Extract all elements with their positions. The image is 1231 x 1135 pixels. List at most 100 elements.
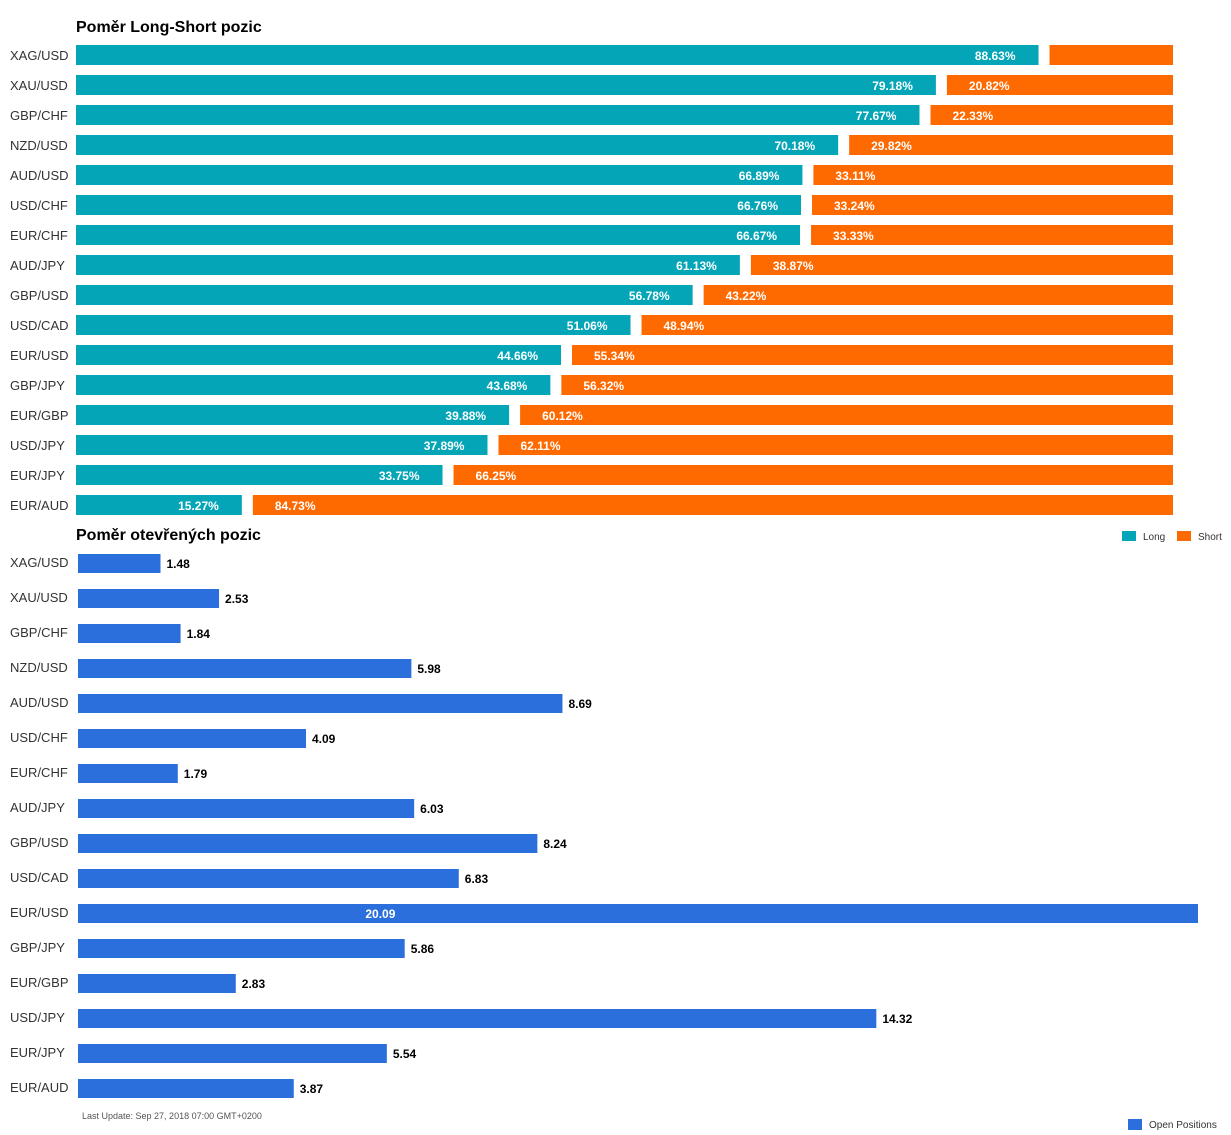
open-positions-label-xag-usd: 1.48 — [167, 557, 191, 571]
short-label-eur-gbp: 60.12% — [542, 409, 583, 423]
op-category-label-aud-jpy: AUD/JPY — [10, 800, 65, 815]
ls-category-label-aud-usd: AUD/USD — [10, 168, 69, 183]
open-positions-bar-eur-usd — [78, 904, 1198, 923]
long-short-chart-title: Poměr Long-Short pozic — [76, 19, 262, 36]
open-positions-bar-usd-cad — [78, 869, 459, 888]
ls-category-label-eur-chf: EUR/CHF — [10, 228, 68, 243]
short-label-eur-aud: 84.73% — [275, 499, 316, 513]
short-bar-gbp-jpy — [561, 375, 1173, 395]
long-bar-aud-jpy — [76, 255, 740, 275]
ls-category-label-aud-jpy: AUD/JPY — [10, 258, 65, 273]
open-positions-label-usd-jpy: 14.32 — [882, 1012, 912, 1026]
short-label-eur-usd: 55.34% — [594, 349, 635, 363]
short-bar-usd-cad — [641, 315, 1173, 335]
long-bar-aud-usd — [76, 165, 803, 185]
open-positions-label-nzd-usd: 5.98 — [417, 662, 441, 676]
short-label-aud-jpy: 38.87% — [773, 259, 814, 273]
short-label-eur-chf: 33.33% — [833, 229, 874, 243]
long-label-eur-aud: 15.27% — [178, 499, 219, 513]
short-bar-eur-gbp — [520, 405, 1173, 425]
long-bar-eur-gbp — [76, 405, 510, 425]
long-label-aud-jpy: 61.13% — [676, 259, 717, 273]
op-category-label-gbp-chf: GBP/CHF — [10, 625, 68, 640]
long-bar-usd-cad — [76, 315, 631, 335]
op-category-label-xag-usd: XAG/USD — [10, 555, 69, 570]
open-positions-bar-nzd-usd — [78, 659, 412, 678]
short-label-aud-usd: 33.11% — [835, 169, 875, 183]
long-bar-eur-jpy — [76, 465, 443, 485]
long-label-usd-jpy: 37.89% — [424, 439, 465, 453]
long-label-eur-gbp: 39.88% — [445, 409, 486, 423]
ls-category-label-gbp-chf: GBP/CHF — [10, 108, 68, 123]
long-bar-gbp-jpy — [76, 375, 551, 395]
open-positions-bar-aud-jpy — [78, 799, 415, 818]
long-label-eur-chf: 66.67% — [736, 229, 777, 243]
ls-category-label-nzd-usd: NZD/USD — [10, 138, 68, 153]
long-short-legend: Long Short — [1122, 531, 1222, 543]
long-label-gbp-jpy: 43.68% — [487, 379, 528, 393]
ls-category-label-eur-gbp: EUR/GBP — [10, 408, 69, 423]
long-label-gbp-usd: 56.78% — [629, 289, 670, 303]
ls-category-label-gbp-usd: GBP/USD — [10, 288, 69, 303]
open-positions-label-eur-jpy: 5.54 — [393, 1047, 417, 1061]
long-label-xau-usd: 79.18% — [872, 79, 913, 93]
open-positions-legend: Open Positions — [1128, 1119, 1217, 1131]
open-positions-label-eur-gbp: 2.83 — [242, 977, 266, 991]
open-positions-label-aud-usd: 8.69 — [568, 697, 592, 711]
open-positions-bar-gbp-chf — [78, 624, 181, 643]
open-positions-label-xau-usd: 2.53 — [225, 592, 249, 606]
long-label-gbp-chf: 77.67% — [856, 109, 897, 123]
legend-short-swatch — [1177, 531, 1191, 541]
long-bar-xau-usd — [76, 75, 936, 95]
legend-short-label: Short — [1198, 532, 1222, 543]
op-category-label-eur-aud: EUR/AUD — [10, 1080, 69, 1095]
long-label-usd-chf: 66.76% — [737, 199, 778, 213]
legend-open-positions-swatch — [1128, 1119, 1142, 1130]
short-label-gbp-jpy: 56.32% — [583, 379, 624, 393]
short-bar-nzd-usd — [849, 135, 1173, 155]
op-category-label-usd-chf: USD/CHF — [10, 730, 68, 745]
short-label-gbp-chf: 22.33% — [952, 109, 993, 123]
short-label-usd-chf: 33.24% — [834, 199, 875, 213]
short-label-usd-jpy: 62.11% — [520, 439, 560, 453]
long-label-nzd-usd: 70.18% — [774, 139, 815, 153]
op-category-label-eur-gbp: EUR/GBP — [10, 975, 69, 990]
short-bar-eur-jpy — [453, 465, 1173, 485]
long-bar-eur-usd — [76, 345, 562, 365]
op-category-label-gbp-jpy: GBP/JPY — [10, 940, 65, 955]
op-category-label-usd-jpy: USD/JPY — [10, 1010, 65, 1025]
long-bar-nzd-usd — [76, 135, 839, 155]
open-positions-chart-title: Poměr otevřených pozic — [76, 527, 261, 544]
ls-category-label-eur-aud: EUR/AUD — [10, 498, 69, 513]
op-category-label-eur-jpy: EUR/JPY — [10, 1045, 65, 1060]
ls-category-label-xag-usd: XAG/USD — [10, 48, 69, 63]
open-positions-label-eur-aud: 3.87 — [300, 1082, 324, 1096]
long-bar-gbp-usd — [76, 285, 693, 305]
long-label-eur-usd: 44.66% — [497, 349, 538, 363]
long-label-eur-jpy: 33.75% — [379, 469, 420, 483]
open-positions-bar-eur-aud — [78, 1079, 294, 1098]
legend-long-label: Long — [1143, 532, 1165, 543]
long-label-xag-usd: 88.63% — [975, 49, 1016, 63]
open-positions-label-eur-usd: 20.09 — [365, 907, 395, 921]
op-category-label-usd-cad: USD/CAD — [10, 870, 69, 885]
open-positions-bar-eur-gbp — [78, 974, 236, 993]
legend-long-swatch — [1122, 531, 1136, 541]
ls-category-label-gbp-jpy: GBP/JPY — [10, 378, 65, 393]
ls-category-label-xau-usd: XAU/USD — [10, 78, 68, 93]
last-update-footnote: Last Update: Sep 27, 2018 07:00 GMT+0200 — [82, 1111, 262, 1121]
open-positions-bar-eur-jpy — [78, 1044, 387, 1063]
op-category-label-xau-usd: XAU/USD — [10, 590, 68, 605]
open-positions-bar-eur-chf — [78, 764, 178, 783]
long-label-usd-cad: 51.06% — [567, 319, 608, 333]
short-bar-eur-chf — [811, 225, 1173, 245]
short-bar-xag-usd — [1049, 45, 1173, 65]
open-positions-bar-xag-usd — [78, 554, 161, 573]
long-bar-eur-aud — [76, 495, 242, 515]
open-positions-bar-gbp-usd — [78, 834, 538, 853]
open-positions-bar-usd-jpy — [78, 1009, 877, 1028]
short-bar-aud-usd — [813, 165, 1173, 185]
short-label-xau-usd: 20.82% — [969, 79, 1010, 93]
open-positions-label-eur-chf: 1.79 — [184, 767, 208, 781]
open-positions-bar-aud-usd — [78, 694, 563, 713]
